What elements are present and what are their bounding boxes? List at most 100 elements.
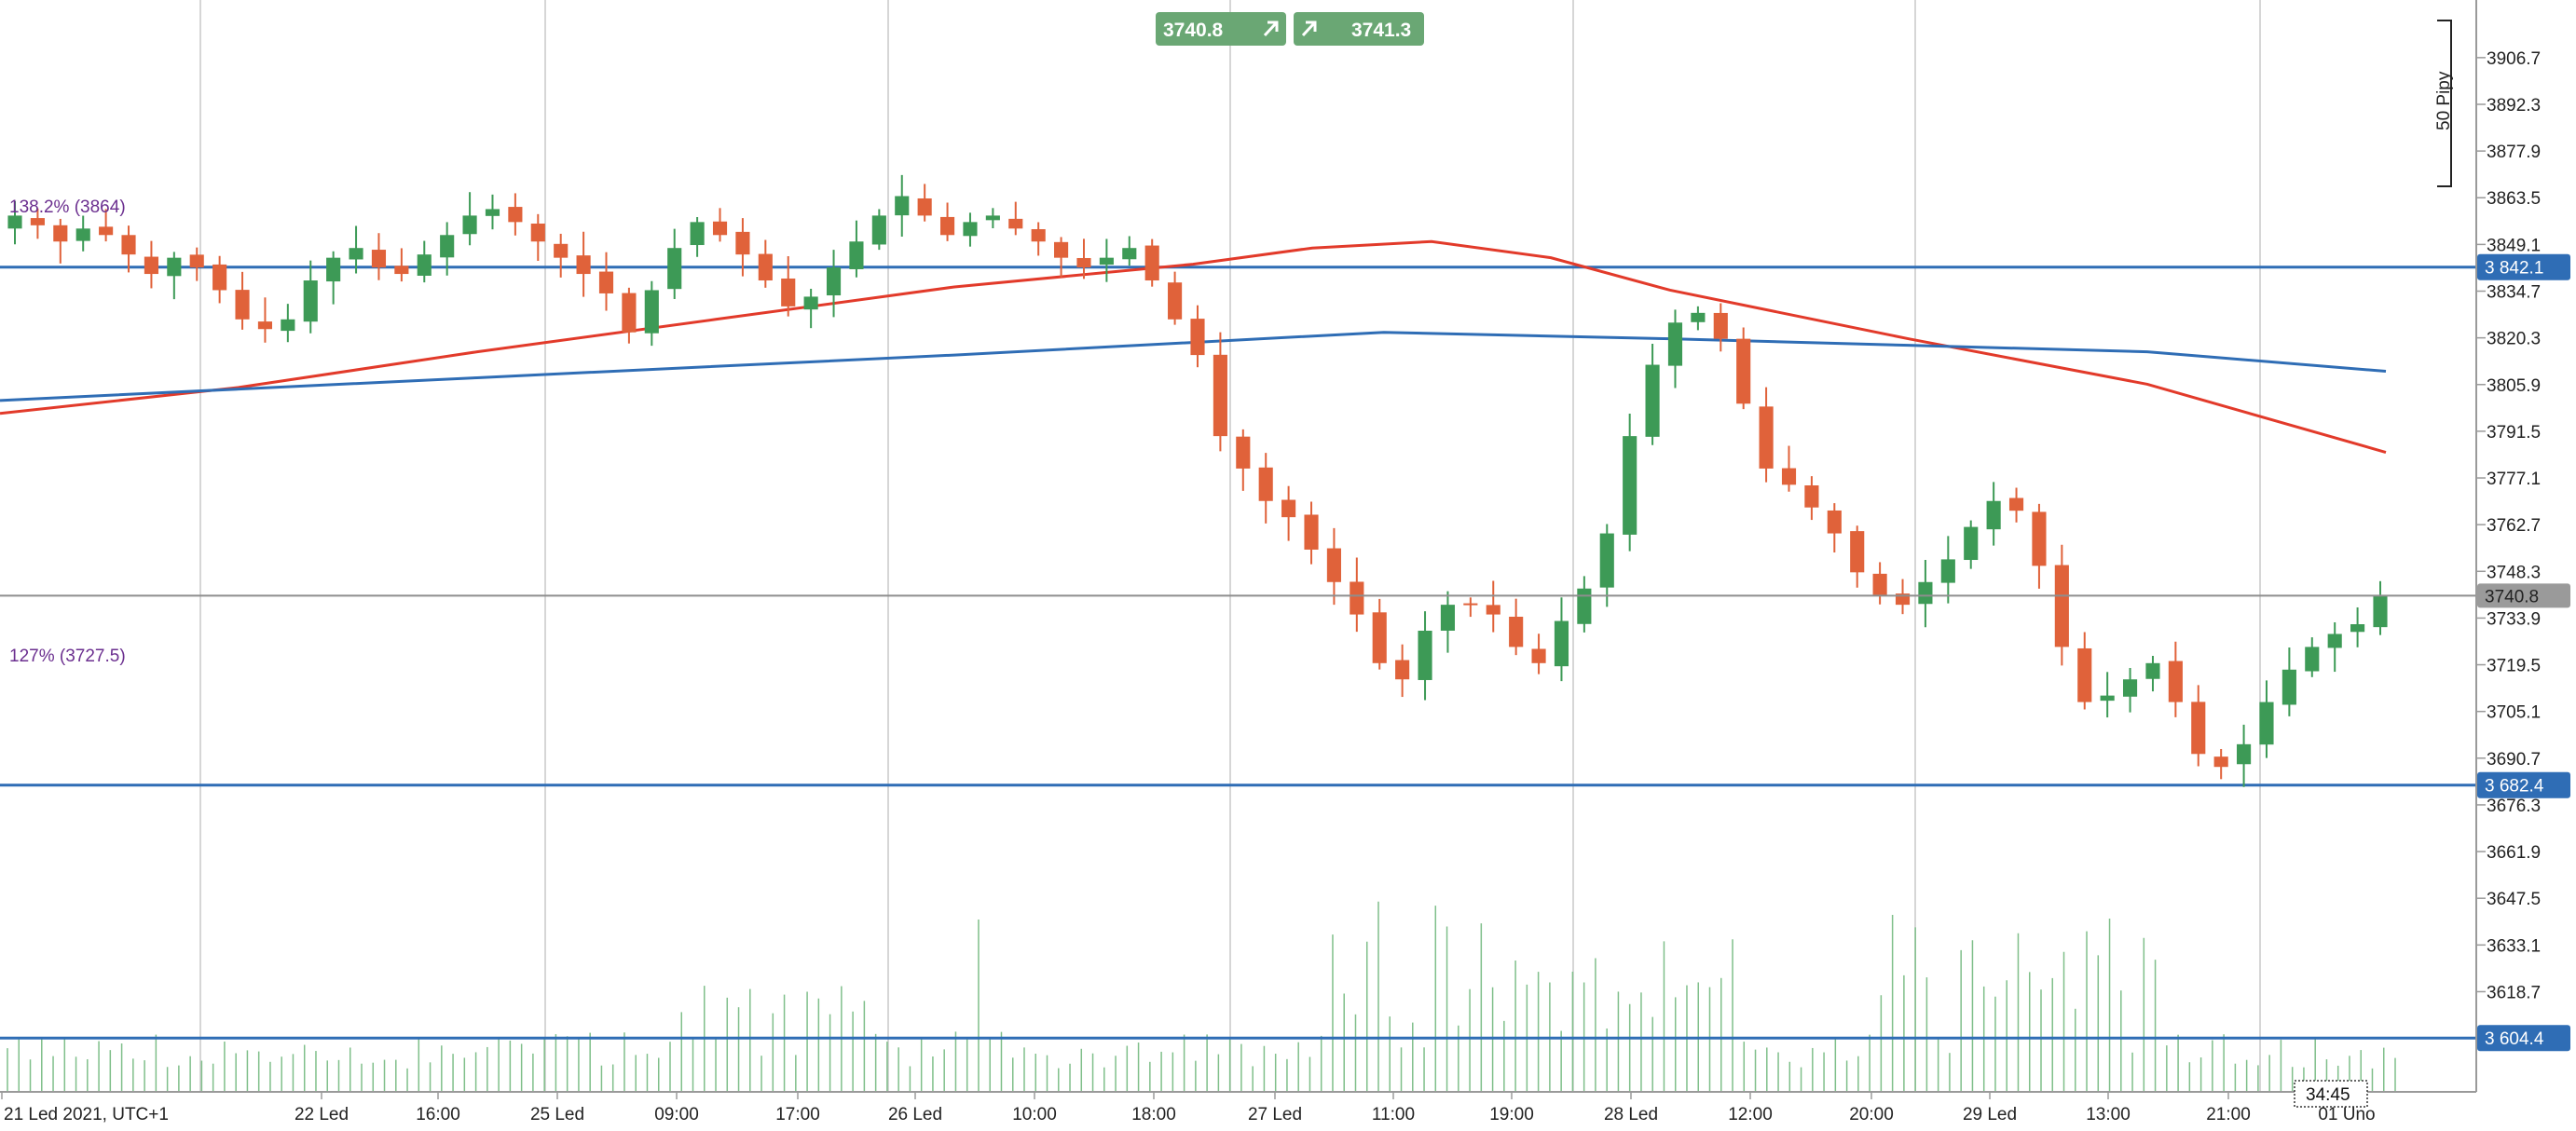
candle-body: [1236, 436, 1251, 469]
candle-bear: [2213, 748, 2228, 780]
price-tick-label: 3748.3: [2487, 563, 2541, 582]
candle-body: [1531, 648, 1546, 663]
hline-price-tag[interactable]: 3 682.4: [2477, 771, 2570, 798]
hline-tag-text: 3 842.1: [2485, 259, 2543, 279]
candle-bull: [2100, 672, 2115, 718]
candle-body: [235, 290, 250, 320]
price-tick-label: 3690.7: [2487, 750, 2541, 770]
candle-bear: [1372, 598, 1387, 670]
candle-body: [1486, 605, 1500, 615]
candle-bull: [326, 251, 341, 305]
time-tick-label: 09:00: [654, 1105, 699, 1124]
time-tick-label: 27 Led: [1248, 1105, 1302, 1124]
hline-tag-bg: [2477, 253, 2570, 280]
candle-body: [530, 223, 545, 242]
candle-bear: [598, 252, 614, 311]
pips-scale: 50 Pipy: [2434, 20, 2454, 187]
candle-body: [1964, 526, 1979, 561]
candle-body: [2122, 679, 2138, 697]
price-tags[interactable]: 3 842.1 3 682.4 3 604.4 3740.8: [2477, 253, 2570, 1052]
candle-bear: [1827, 503, 1842, 552]
pips-scale-label: 50 Pipy: [2434, 71, 2454, 130]
candle-body: [1736, 338, 1751, 404]
candle-bull: [417, 240, 432, 283]
horizontal-lines[interactable]: [0, 266, 2476, 1040]
candle-body: [2191, 702, 2206, 755]
candle-bull: [2259, 680, 2274, 758]
buy-button[interactable]: 3741.3: [1294, 12, 1424, 46]
candle-body: [1395, 660, 1410, 680]
sell-button[interactable]: 3740.8: [1156, 12, 1286, 46]
price-tick-label: 3892.3: [2487, 96, 2541, 116]
time-tick-label: 22 Led: [295, 1105, 349, 1124]
candle-body: [462, 215, 477, 235]
candle-body: [690, 222, 705, 246]
candle-body: [1304, 514, 1319, 550]
candle-body: [417, 254, 432, 276]
candle-body: [121, 235, 136, 255]
candle-body: [985, 215, 1000, 221]
price-axis[interactable]: 3906.7 3892.3 3877.9 3863.5 3849.1 3834.7 3820…: [2476, 49, 2541, 1003]
candle-bull: [2350, 606, 2365, 647]
candle-bull: [1940, 536, 1955, 604]
candle-body: [371, 250, 387, 268]
candle-body: [2281, 669, 2296, 705]
candle-body: [257, 321, 273, 330]
candle-body: [1281, 499, 1296, 518]
candle-bear: [1350, 557, 1364, 633]
candle-body: [1418, 630, 1432, 680]
time-tick-label: 17:00: [775, 1105, 820, 1124]
candle-bull: [167, 252, 182, 300]
candle-body: [1759, 406, 1774, 469]
candle-bear: [1031, 222, 1046, 256]
candle-bear: [1463, 597, 1478, 618]
candle-body: [1781, 468, 1797, 485]
candle-bull: [895, 174, 910, 237]
moving-averages: [0, 239, 2387, 454]
candle-body: [1326, 548, 1341, 582]
current-tag-bg: [2477, 583, 2570, 608]
price-tick-label: 3906.7: [2487, 49, 2541, 69]
time-tick-label: 10:00: [1012, 1105, 1057, 1124]
candle-bear: [1076, 238, 1091, 279]
candle-bear: [622, 287, 637, 344]
candle-bull: [1418, 611, 1432, 701]
price-tick-label: 3834.7: [2487, 283, 2541, 303]
candle-body: [1076, 257, 1091, 268]
candle-bear: [1054, 237, 1069, 278]
price-tick-label: 3633.1: [2487, 936, 2541, 956]
candle-bull: [2122, 667, 2138, 713]
candle-bull: [1577, 576, 1592, 633]
candle-body: [1623, 436, 1637, 535]
candle-body: [1691, 312, 1706, 322]
candle-body: [554, 243, 569, 258]
candle-bull: [1964, 520, 1979, 569]
candle-body: [871, 215, 886, 245]
candle-bear: [1486, 580, 1500, 633]
candle-body: [349, 248, 363, 260]
candle-body: [622, 293, 637, 333]
price-tick-label: 3877.9: [2487, 143, 2541, 162]
time-axis[interactable]: 21 Led 2021, UTC+1 22 Led 16:00 25 Led 09:00…: [1, 1092, 2376, 1124]
candle-body: [803, 296, 818, 310]
hline-price-tag[interactable]: 3 842.1: [2477, 253, 2570, 280]
candle-bear: [712, 208, 728, 242]
candle-body: [189, 254, 204, 268]
candle-bear: [371, 233, 387, 280]
candle-body: [667, 248, 682, 290]
candle-bull: [2373, 580, 2388, 635]
fib-label-lower: 127% (3727.5): [9, 647, 126, 666]
candle-body: [1713, 312, 1728, 339]
candle-bear: [30, 208, 45, 239]
price-tick-label: 3791.5: [2487, 423, 2541, 443]
hline-tag-text: 3 604.4: [2485, 1029, 2544, 1049]
candle-bull: [1599, 524, 1614, 607]
hline-price-tag[interactable]: 3 604.4: [2477, 1025, 2570, 1052]
candle-body: [1144, 245, 1159, 281]
candle-bear: [1759, 387, 1774, 483]
candle-body: [485, 209, 500, 216]
candle-body: [2054, 565, 2069, 647]
candle-body: [2213, 756, 2228, 768]
